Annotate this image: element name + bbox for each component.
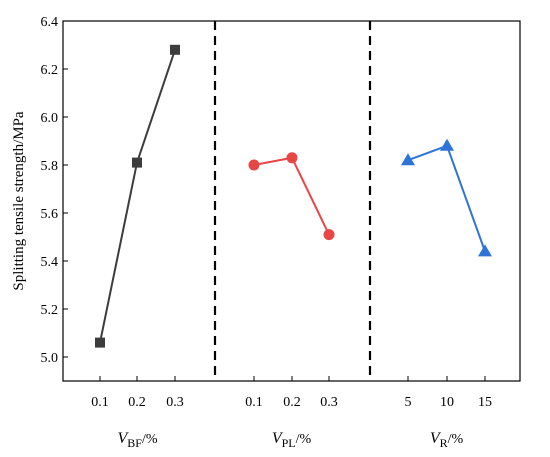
- group-label-r: VR/%: [430, 430, 464, 450]
- series-line-pl: [253, 156, 330, 236]
- y-tick-label: 5.8: [41, 159, 59, 174]
- data-point-circle: [286, 152, 298, 164]
- y-tick-label: 5.6: [41, 207, 59, 222]
- data-point-circle: [323, 229, 335, 241]
- x-tick-label: 0.2: [283, 395, 301, 410]
- data-point-square: [170, 44, 180, 55]
- y-axis-title: Splitting tensile strength/MPa: [11, 111, 27, 291]
- x-tick-label: 15: [478, 395, 492, 410]
- plot-frame: [62, 20, 521, 382]
- group-label-bf: VBF/%: [117, 430, 157, 450]
- data-point-triangle: [478, 244, 492, 257]
- data-point-triangle: [401, 153, 415, 166]
- x-tick-label: 10: [440, 395, 454, 410]
- group-label-pl: VPL/%: [272, 430, 312, 450]
- x-tick-label: 5: [405, 395, 412, 410]
- y-tick-label: 5.0: [41, 351, 59, 366]
- data-point-square: [95, 337, 105, 348]
- y-tick-label: 6.4: [41, 15, 59, 30]
- y-tick-label: 5.2: [41, 303, 59, 318]
- y-tick-label: 6.0: [41, 111, 59, 126]
- x-tick-label: 0.3: [320, 395, 338, 410]
- data-point-triangle: [440, 138, 454, 151]
- x-tick-label: 0.3: [166, 395, 184, 410]
- data-point-circle: [248, 159, 260, 171]
- plot-area: 5.0 5.2 5.4 5.6 5.8 6.0 6.2 6.4 0.1 0.2 0.3 VBF/% 0.…: [41, 15, 521, 450]
- x-tick-label: 0.1: [245, 395, 263, 410]
- series-line-bf: [99, 49, 176, 343]
- x-tick-label: 0.1: [91, 395, 109, 410]
- data-point-square: [132, 157, 142, 168]
- series-line-r: [407, 144, 486, 252]
- y-tick-label: 6.2: [41, 63, 59, 78]
- y-tick-label: 5.4: [41, 255, 59, 270]
- x-tick-label: 0.2: [128, 395, 146, 410]
